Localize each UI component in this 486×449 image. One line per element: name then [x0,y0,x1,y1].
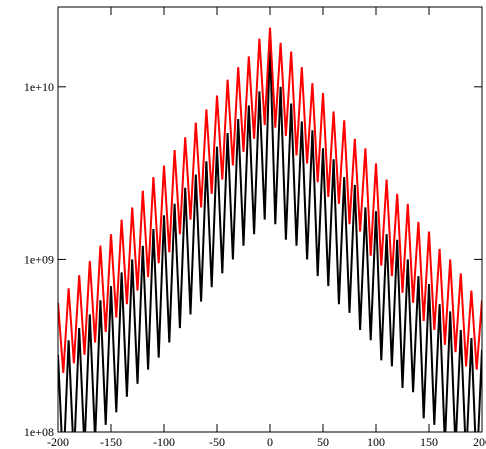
series-line [58,42,482,432]
series-line [58,27,482,373]
x-tick-label: -50 [209,435,225,449]
x-tick-label: -100 [153,435,175,449]
x-tick-label: 150 [420,435,438,449]
x-tick-label: -150 [100,435,122,449]
x-tick-label: -200 [47,435,69,449]
x-tick-label: 50 [317,435,329,449]
x-tick-label: 0 [267,435,273,449]
y-tick-label: 1e+08 [24,425,54,439]
y-tick-label: 1e+09 [24,252,54,266]
plot-area [58,27,482,432]
y-tick-label: 1e+10 [24,80,54,94]
x-tick-label: 100 [367,435,385,449]
x-tick-label: 200 [473,435,486,449]
